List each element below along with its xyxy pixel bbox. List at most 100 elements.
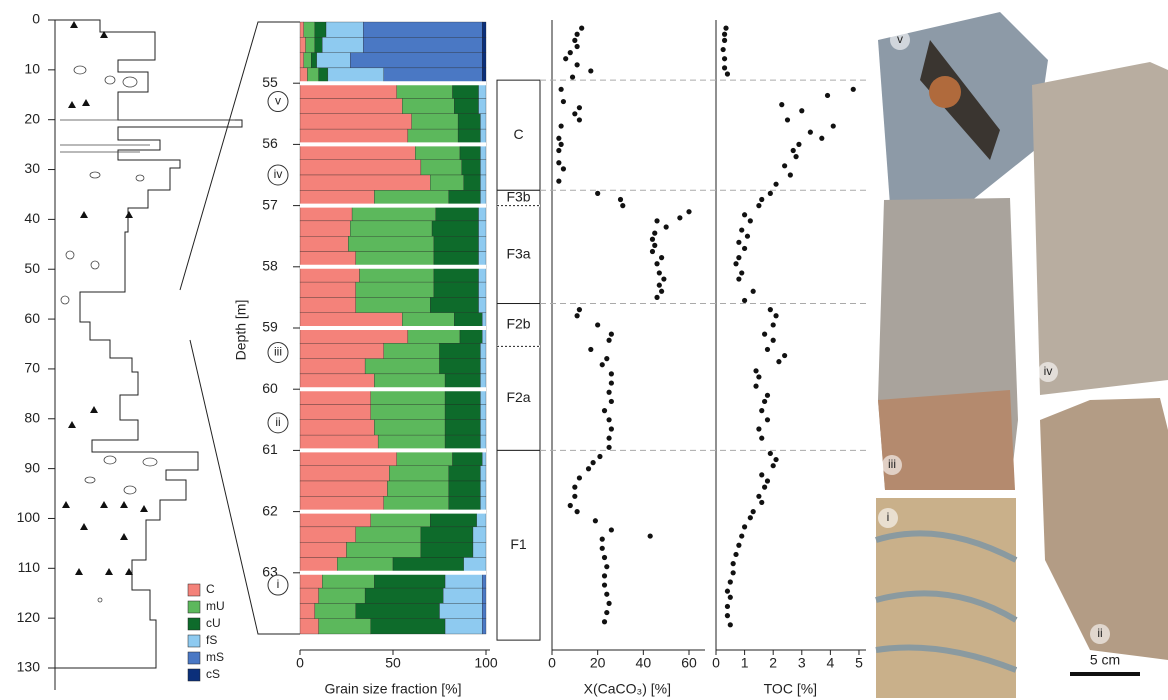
data-point (771, 322, 776, 327)
bar-segment (360, 267, 434, 282)
bar-segment (464, 175, 481, 190)
data-point (742, 212, 747, 217)
data-point (677, 215, 682, 220)
bar-segment (378, 435, 445, 450)
bar-segment (304, 22, 315, 37)
data-point (620, 203, 625, 208)
data-point (768, 451, 773, 456)
bar-segment (300, 68, 307, 83)
photo-label: ii (1097, 626, 1102, 640)
data-point (575, 509, 580, 514)
data-point (575, 44, 580, 49)
bar-segment (328, 68, 384, 83)
bar-segment (482, 37, 486, 52)
data-point (686, 209, 691, 214)
bar-segment (432, 221, 479, 236)
bar-segment (443, 588, 482, 603)
bar-segment (365, 359, 439, 374)
bar-segment (317, 53, 350, 68)
y-tick-label: 30 (24, 160, 40, 176)
data-point (722, 38, 727, 43)
bar-segment (304, 53, 311, 68)
data-point (736, 276, 741, 281)
bar-segment (348, 236, 434, 251)
data-point (742, 524, 747, 529)
bar-segment (300, 267, 360, 282)
bar-segment (449, 496, 481, 511)
bar-segment (322, 573, 374, 588)
x-axis-label: Grain size fraction [%] (325, 681, 462, 697)
y-tick-label: 57 (262, 196, 278, 212)
data-point (604, 610, 609, 615)
data-point (739, 227, 744, 232)
y-tick-label: 60 (262, 380, 278, 396)
data-point (759, 472, 764, 477)
data-point (736, 255, 741, 260)
bar-segment (421, 160, 462, 175)
facies-label: F2a (506, 389, 530, 405)
bar-segment (300, 190, 374, 205)
x-tick-label: 40 (636, 655, 652, 671)
bar-segment (300, 343, 384, 358)
lithology-column (55, 20, 242, 668)
bar-segment (393, 558, 464, 573)
bar-segment (445, 619, 482, 634)
data-point (652, 243, 657, 248)
bar-segment (480, 420, 486, 435)
bar-segment (300, 83, 397, 98)
data-point (606, 436, 611, 441)
data-point (568, 503, 573, 508)
bar-segment (415, 144, 460, 159)
y-tick-label: 90 (24, 459, 40, 475)
bar-segment (306, 37, 315, 52)
bar-segment (300, 619, 319, 634)
bar-segment (479, 297, 486, 312)
data-point (736, 240, 741, 245)
data-point (654, 261, 659, 266)
y-tick-label: 120 (17, 609, 41, 625)
bar-segment (445, 405, 480, 420)
page: {"chart_data": [ {"type": "lithology", "… (0, 0, 1168, 700)
data-point (563, 56, 568, 61)
bar-segment (326, 22, 363, 37)
bar-segment (374, 190, 448, 205)
bar-segment (454, 313, 482, 328)
data-point (568, 50, 573, 55)
bar-segment (300, 466, 389, 481)
data-point (762, 485, 767, 490)
data-point (606, 338, 611, 343)
x-tick-label: 5 (855, 655, 863, 671)
photo-ii (1040, 398, 1168, 660)
data-point (851, 87, 856, 92)
bar-segment (300, 359, 365, 374)
data-point (609, 399, 614, 404)
facies-label: F1 (510, 536, 527, 552)
bar-segment (464, 558, 486, 573)
x-tick-label: 100 (474, 655, 498, 671)
data-point (602, 573, 607, 578)
data-point (733, 552, 738, 557)
data-point (721, 47, 726, 52)
bar-segment (421, 527, 473, 542)
bar-segment (453, 450, 483, 465)
bar-segment (374, 374, 445, 389)
data-point (556, 179, 561, 184)
y-tick-label: 55 (262, 74, 278, 90)
bar-segment (350, 53, 482, 68)
bar-segment (365, 588, 443, 603)
y-tick-label: 70 (24, 360, 40, 376)
bar-segment (300, 481, 387, 496)
data-point (773, 457, 778, 462)
bar-segment (384, 496, 449, 511)
data-point (756, 203, 761, 208)
data-point (791, 148, 796, 153)
data-point (725, 71, 730, 76)
x-tick-label: 3 (798, 655, 806, 671)
bar-segment (480, 405, 486, 420)
bar-segment (371, 405, 445, 420)
data-point (650, 237, 655, 242)
data-point (762, 332, 767, 337)
bar-segment (436, 206, 479, 221)
data-point (731, 561, 736, 566)
bar-segment (300, 512, 371, 527)
